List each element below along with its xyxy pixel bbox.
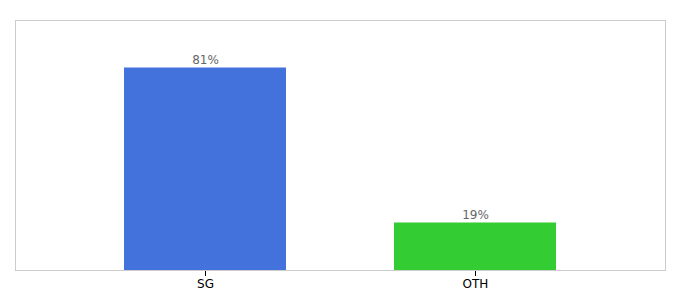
svg-text:19%: 19%	[462, 208, 489, 222]
svg-text:81%: 81%	[192, 53, 219, 67]
svg-text:SG: SG	[197, 277, 214, 291]
svg-text:OTH: OTH	[463, 277, 489, 291]
